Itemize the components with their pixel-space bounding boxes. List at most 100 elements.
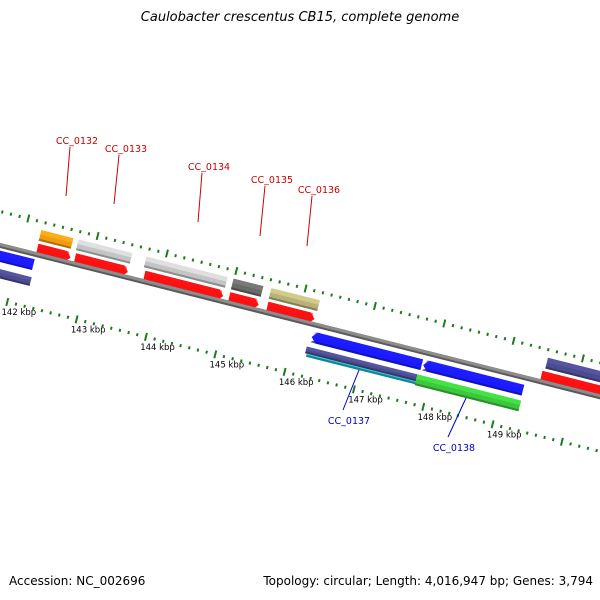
top-tick <box>590 358 593 363</box>
bottom-tick <box>317 378 321 383</box>
gene-leader-line <box>306 195 313 247</box>
top-tick <box>243 271 247 275</box>
top-tick <box>580 354 585 363</box>
top-tick <box>95 231 100 241</box>
top-tick <box>234 266 239 276</box>
gene-left-slate-box-highlight <box>0 269 32 281</box>
top-tick <box>399 310 403 315</box>
top-tick <box>70 227 73 232</box>
bottom-tick <box>265 365 269 370</box>
bottom-tick <box>127 330 130 335</box>
top-tick <box>529 343 533 347</box>
bottom-tick <box>543 435 546 440</box>
bottom-tick <box>421 402 426 411</box>
bottom-tick <box>179 343 182 348</box>
backbone-highlight <box>0 242 600 398</box>
bottom-tick <box>205 350 208 354</box>
gene-cc0137-box-highlight <box>306 346 418 378</box>
top-tick <box>364 302 368 306</box>
top-tick <box>9 212 13 216</box>
gene-cc0137-cyan-strip-shadow <box>306 354 417 385</box>
bottom-tick <box>118 328 122 333</box>
bottom-tick <box>74 315 79 324</box>
bottom-tick <box>161 339 165 343</box>
map-title: Caulobacter crescentus CB15, complete ge… <box>140 10 460 25</box>
bottom-tick <box>282 367 287 376</box>
bottom-tick <box>57 313 61 317</box>
top-tick <box>312 288 316 293</box>
bottom-tick <box>335 383 338 387</box>
gene-cc0135-arrow-highlight <box>229 292 258 304</box>
top-tick <box>44 221 47 225</box>
gene-cc0135-box-shadow <box>230 287 262 297</box>
gene-label: CC_0134 <box>188 162 230 173</box>
bottom-tick <box>309 376 312 381</box>
gene-left-blue-arrow-shadow <box>0 259 33 270</box>
top-tick <box>139 245 143 249</box>
gene-cc0137-arrow-highlight <box>312 332 424 364</box>
top-tick <box>278 280 281 284</box>
bottom-tick <box>101 324 104 328</box>
top-tick <box>408 313 411 317</box>
top-tick <box>382 306 385 310</box>
scale-label: 148 kbp <box>418 413 453 423</box>
top-tick <box>338 295 342 299</box>
top-tick <box>35 219 39 223</box>
gene-cc0137-box-shadow <box>305 351 417 382</box>
gene-right-red-arrow-highlight <box>541 370 600 391</box>
accession-text: Accession: NC_002696 <box>9 574 146 588</box>
bottom-tick <box>361 389 364 394</box>
bottom-tick <box>239 359 243 363</box>
gene-cc0137-arrow-shadow <box>310 340 421 370</box>
bottom-tick <box>551 437 555 442</box>
top-tick <box>18 214 21 219</box>
bottom-tick <box>343 385 347 389</box>
top-tick <box>434 319 437 323</box>
bottom-tick <box>473 418 477 422</box>
gene-leader-line <box>447 397 467 438</box>
gene-cc0136-box-highlight <box>270 288 320 305</box>
bottom-tick <box>577 444 581 448</box>
bottom-tick <box>595 448 598 453</box>
bottom-tick <box>482 420 486 424</box>
bottom-tick <box>404 400 408 405</box>
gene-leader-line <box>259 185 266 237</box>
top-tick <box>356 299 359 304</box>
top-tick <box>191 258 195 262</box>
bottom-tick <box>187 346 191 350</box>
bottom-tick <box>49 311 52 315</box>
bottom-tick <box>196 348 200 352</box>
top-tick <box>468 328 472 332</box>
top-tick <box>148 247 151 251</box>
top-tick <box>200 260 203 264</box>
bottom-tick <box>92 322 96 326</box>
bottom-tick <box>170 341 174 346</box>
bottom-tick <box>395 398 399 402</box>
top-tick <box>286 282 290 286</box>
bottom-tick <box>351 385 356 394</box>
scale-label: 146 kbp <box>279 378 314 388</box>
bottom-tick <box>14 302 18 306</box>
top-tick <box>252 273 255 278</box>
top-tick <box>52 223 56 227</box>
top-tick <box>87 232 91 236</box>
bottom-tick <box>135 333 139 337</box>
top-tick <box>174 254 177 258</box>
bottom-tick <box>387 396 390 400</box>
gene-label: CC_0138 <box>433 443 475 454</box>
gene-right-slate-box-shadow <box>545 366 600 383</box>
top-tick <box>572 354 576 358</box>
top-tick <box>460 326 463 330</box>
top-tick <box>122 240 125 245</box>
bottom-tick <box>369 392 373 396</box>
scale-label: 144 kbp <box>140 343 175 353</box>
bottom-tick <box>447 411 451 416</box>
bottom-tick <box>569 442 572 446</box>
bottom-tick <box>300 374 304 378</box>
gene-label: CC_0133 <box>105 144 147 155</box>
scale-label: 149 kbp <box>487 430 522 440</box>
gene-leader-line <box>197 172 203 223</box>
bottom-tick <box>559 437 564 446</box>
